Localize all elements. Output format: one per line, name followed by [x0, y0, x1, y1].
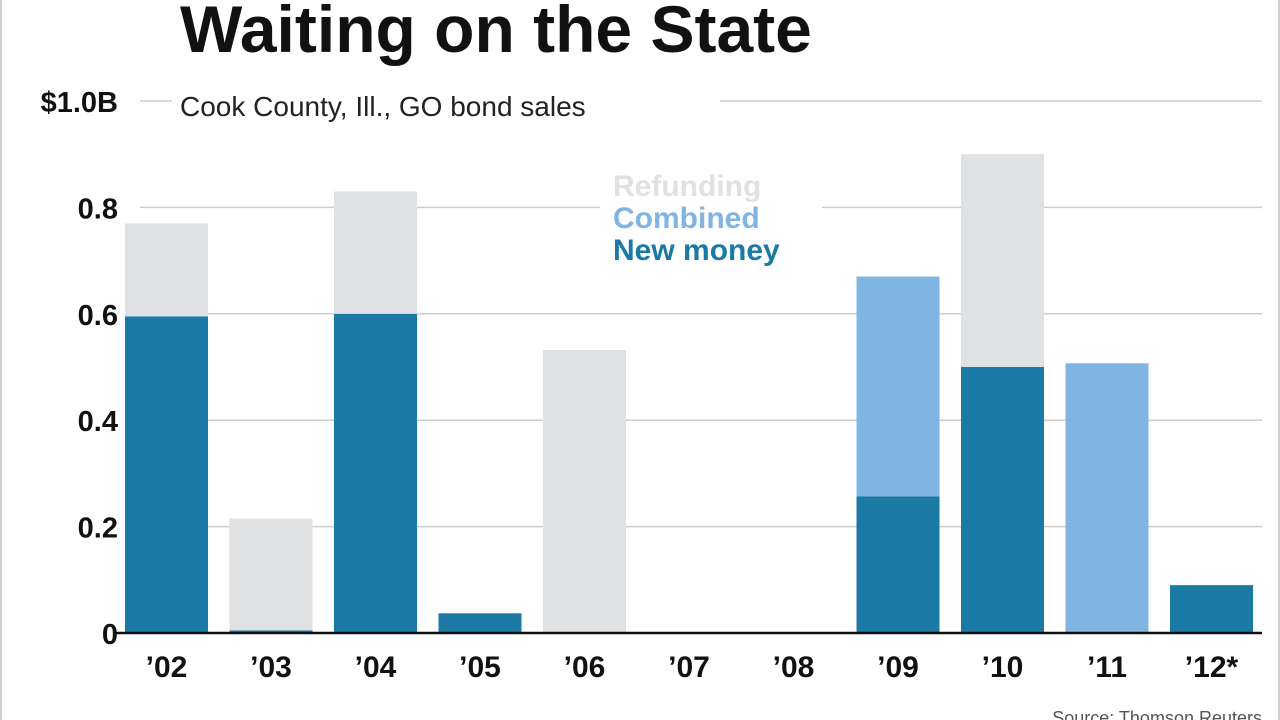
bar-combined [1065, 363, 1149, 633]
x-tick-label: ’03 [250, 651, 292, 684]
x-tick-label: ’11 [1087, 651, 1127, 684]
legend-item-combined: Combined [613, 202, 760, 235]
bar-refunding [334, 191, 417, 314]
legend-item-new-money: New money [613, 234, 780, 267]
y-axis-ticks: 0 0.2 0.4 0.6 0.8 $1.0B [41, 87, 118, 651]
y-tick-label: 0 [102, 619, 118, 651]
y-tick-label: $1.0B [41, 87, 118, 119]
bar-combined [856, 276, 940, 497]
x-tick-label: ’12* [1185, 651, 1239, 684]
x-tick-label: ’07 [668, 651, 710, 684]
bar-new-money [856, 496, 940, 633]
x-tick-label: ’10 [982, 651, 1024, 684]
x-tick-label: ’09 [877, 651, 919, 684]
bar-new-money [125, 316, 208, 633]
source-note: Source: Thomson Reuters [1052, 708, 1262, 720]
x-tick-label: ’05 [459, 651, 501, 684]
bars [116, 154, 1262, 635]
y-tick-label: 0.8 [78, 193, 118, 225]
bar-new-money [229, 630, 313, 633]
x-tick-label: ’04 [355, 651, 397, 684]
x-tick-label: ’02 [146, 651, 188, 684]
y-tick-label: 0.6 [78, 300, 118, 332]
legend-item-refunding: Refunding [613, 170, 761, 203]
bar-refunding [125, 223, 208, 317]
x-tick-label: ’06 [564, 651, 606, 684]
bar-new-money [961, 367, 1044, 633]
y-tick-label: 0.2 [78, 513, 118, 545]
chart-title: Waiting on the State [180, 0, 812, 66]
bar-refunding [229, 518, 313, 631]
bar-refunding [543, 349, 626, 633]
bar-new-money [1170, 585, 1253, 633]
x-tick-label: ’08 [773, 651, 815, 684]
subtitle-backdrop [172, 84, 720, 128]
bar-new-money [438, 613, 522, 633]
x-axis-ticks: ’02 ’03 ’04 ’05 ’06 ’07 ’08 ’09 ’10 ’11 ’12* [146, 651, 1239, 684]
y-tick-label: 0.4 [78, 406, 118, 438]
bar-new-money [334, 313, 417, 633]
legend-backdrop [600, 163, 822, 273]
bar-refunding [961, 154, 1044, 367]
chart-subtitle: Cook County, Ill., GO bond sales [180, 91, 586, 122]
